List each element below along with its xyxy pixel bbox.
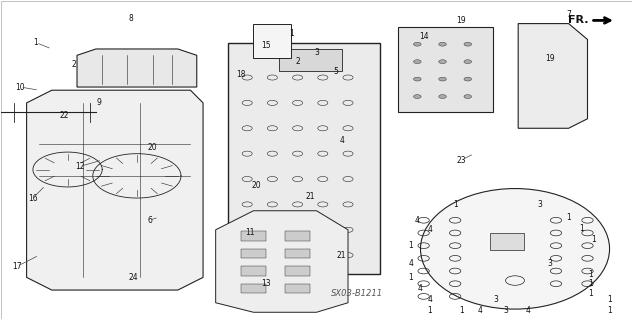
- Text: 10: 10: [15, 83, 25, 92]
- Text: 3: 3: [494, 295, 499, 304]
- Text: 17: 17: [12, 262, 22, 271]
- Text: SX03-B1211: SX03-B1211: [332, 289, 384, 298]
- Text: 1: 1: [409, 273, 413, 282]
- Text: 20: 20: [148, 143, 158, 152]
- Circle shape: [464, 77, 472, 81]
- Text: 9: 9: [97, 99, 101, 108]
- Text: 3: 3: [548, 259, 552, 268]
- Bar: [241, 266, 266, 276]
- Text: 5: 5: [333, 67, 338, 76]
- Text: 3: 3: [503, 306, 508, 315]
- Text: 12: 12: [75, 162, 85, 171]
- Polygon shape: [27, 90, 203, 290]
- Text: 21: 21: [337, 251, 346, 260]
- Bar: [241, 231, 266, 241]
- Bar: [285, 266, 310, 276]
- Text: 1: 1: [566, 212, 571, 222]
- Bar: [279, 49, 342, 71]
- Ellipse shape: [420, 188, 610, 309]
- Circle shape: [413, 42, 421, 46]
- Text: FR.: FR.: [568, 15, 589, 25]
- Bar: [285, 249, 310, 258]
- Text: 6: 6: [147, 216, 152, 225]
- Text: 7: 7: [566, 10, 571, 19]
- Text: 4: 4: [427, 225, 432, 234]
- Text: 4: 4: [339, 136, 344, 146]
- Text: 1: 1: [427, 306, 432, 315]
- Text: 1: 1: [289, 28, 294, 38]
- Text: 3: 3: [314, 48, 319, 57]
- Circle shape: [464, 95, 472, 99]
- Text: 13: 13: [261, 279, 271, 288]
- Text: 14: 14: [419, 32, 429, 41]
- Text: 8: 8: [128, 14, 133, 23]
- Text: 1: 1: [409, 241, 413, 250]
- Text: 15: 15: [261, 41, 271, 50]
- Text: 23: 23: [456, 156, 467, 164]
- Text: 1: 1: [588, 279, 593, 288]
- Polygon shape: [253, 24, 291, 59]
- Circle shape: [439, 60, 446, 64]
- Text: 20: 20: [252, 181, 261, 190]
- Bar: [285, 284, 310, 293]
- Text: 4: 4: [408, 259, 413, 268]
- Text: 1: 1: [591, 235, 596, 244]
- Bar: [490, 233, 525, 251]
- Circle shape: [464, 42, 472, 46]
- Circle shape: [413, 60, 421, 64]
- Text: 4: 4: [418, 284, 423, 293]
- Text: 1: 1: [453, 200, 458, 209]
- Polygon shape: [518, 24, 587, 128]
- Text: 1: 1: [607, 306, 612, 315]
- Text: 1: 1: [588, 270, 593, 279]
- Text: 1: 1: [34, 38, 39, 47]
- Text: 16: 16: [28, 194, 38, 203]
- Text: 4: 4: [478, 306, 483, 315]
- Text: 1: 1: [459, 306, 464, 315]
- Text: 22: 22: [60, 111, 69, 120]
- Bar: [241, 284, 266, 293]
- Bar: [285, 231, 310, 241]
- Bar: [241, 249, 266, 258]
- Circle shape: [439, 95, 446, 99]
- Polygon shape: [398, 27, 493, 112]
- Text: 4: 4: [415, 216, 420, 225]
- Circle shape: [439, 42, 446, 46]
- Polygon shape: [229, 43, 380, 274]
- Text: 1: 1: [607, 295, 612, 304]
- Text: 1: 1: [579, 224, 584, 233]
- Text: 4: 4: [525, 306, 530, 315]
- Polygon shape: [216, 211, 348, 312]
- Circle shape: [413, 95, 421, 99]
- Circle shape: [413, 77, 421, 81]
- Text: 4: 4: [427, 295, 432, 304]
- Text: 1: 1: [588, 289, 593, 298]
- Text: 11: 11: [246, 228, 255, 237]
- Text: 24: 24: [129, 273, 139, 282]
- Circle shape: [464, 60, 472, 64]
- Text: 2: 2: [72, 60, 76, 69]
- Polygon shape: [77, 49, 197, 87]
- Circle shape: [439, 77, 446, 81]
- Text: 18: 18: [236, 70, 246, 79]
- Text: 3: 3: [538, 200, 542, 209]
- Text: 19: 19: [545, 54, 555, 63]
- Text: 19: 19: [456, 16, 467, 25]
- Text: 2: 2: [295, 57, 300, 66]
- Text: 21: 21: [306, 192, 315, 201]
